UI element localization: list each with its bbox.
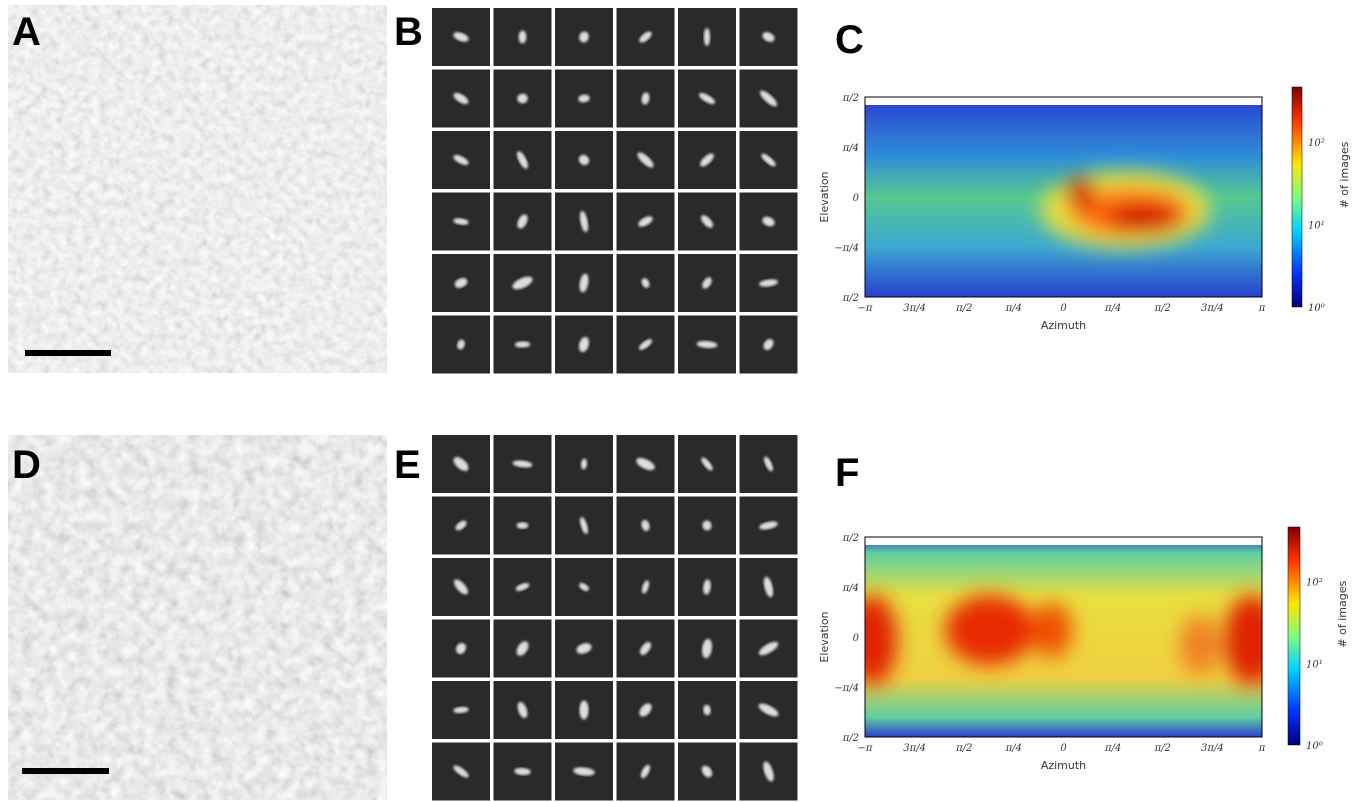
y-tick-label: π/2 [842,733,859,744]
x-axis-label: Azimuth [1041,319,1086,332]
panel-label: B [394,10,423,54]
colorbar-tick-label: 10¹ [1308,221,1325,232]
heatmap [847,537,1280,737]
y-tick-label: −π/4 [834,243,859,254]
y-tick-label: 0 [853,633,860,644]
x-tick-label: 0 [1060,303,1067,314]
x-tick-label: π/2 [1154,303,1171,314]
colorbar-tick-label: 10⁰ [1308,303,1325,314]
y-tick-label: 0 [853,193,860,204]
class-averages [432,8,798,374]
colorbar [1292,87,1302,307]
x-tick-label: 3π/4 [903,743,926,754]
colorbar [1288,527,1300,745]
figure: A B C −π 3π/4 π/2 π/4 0 π/4 π/2 3π/4 π π/2 π/4 0 −π/4 π/… [0,0,1363,802]
class-averages [432,435,798,801]
x-tick-label: 3π/4 [1201,743,1224,754]
colorbar-tick-label: 10⁰ [1306,741,1323,752]
panel-label: C [835,18,864,62]
x-tick-label: π/2 [955,743,972,754]
x-tick-label: π/4 [1104,743,1121,754]
panel-label: D [12,443,41,487]
y-tick-label: π/2 [842,93,859,104]
x-tick-label: π/4 [1104,303,1121,314]
x-tick-label: π/2 [955,303,972,314]
y-axis-label: Elevation [818,171,831,222]
y-axis-label: Elevation [818,611,831,662]
panel-label: A [12,10,41,54]
colorbar-tick-label: 10² [1308,138,1325,149]
x-tick-label: π/4 [1005,303,1022,314]
x-tick-label: π [1258,743,1266,754]
x-axis-label: Azimuth [1041,759,1086,772]
y-tick-label: π/2 [842,533,859,544]
colorbar-label: # of images [1338,141,1351,208]
x-tick-label: π/2 [1154,743,1171,754]
x-tick-label: π [1258,303,1266,314]
y-tick-label: −π/4 [834,683,859,694]
x-tick-label: π/4 [1005,743,1022,754]
particle [517,522,529,529]
micrograph [8,5,387,373]
colorbar-tick-label: 10² [1306,578,1323,589]
x-tick-label: 3π/4 [903,303,926,314]
x-tick-label: −π [858,303,873,314]
panel-label: E [394,443,421,487]
panel-label: F [835,451,859,495]
colorbar-label: # of images [1336,581,1349,648]
colorbar-tick-label: 10¹ [1306,659,1323,670]
x-tick-label: 3π/4 [1201,303,1224,314]
y-tick-label: π/4 [842,143,859,154]
x-tick-label: 0 [1060,743,1067,754]
x-tick-label: −π [858,743,873,754]
scale-bar [22,768,109,774]
scale-bar [25,350,111,356]
micrograph [8,435,387,800]
y-tick-label: π/4 [842,583,859,594]
y-tick-label: π/2 [842,293,859,304]
heatmap [865,97,1262,297]
